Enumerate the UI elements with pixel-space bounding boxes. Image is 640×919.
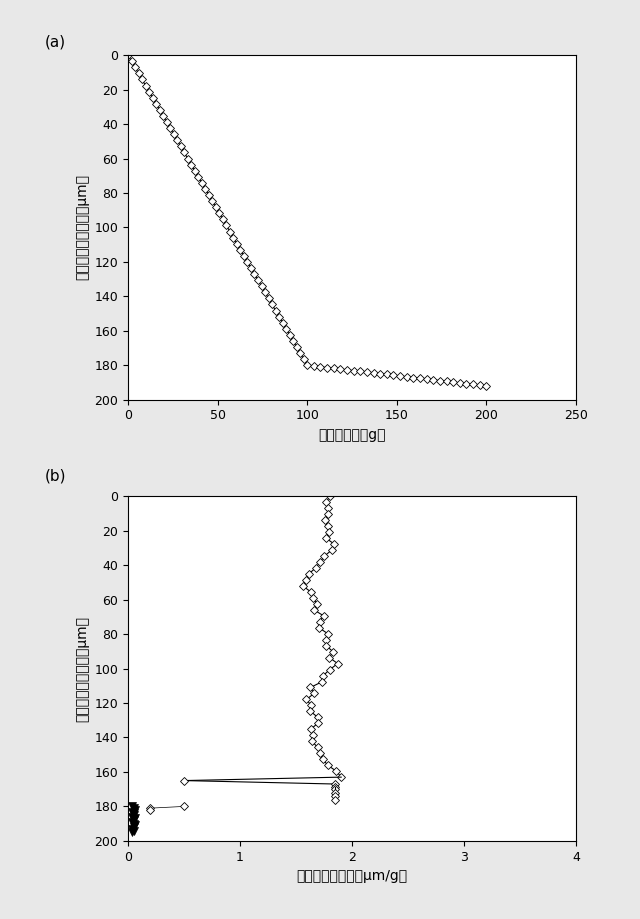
Y-axis label: エロージョン深さ［μm］: エロージョン深さ［μm］ xyxy=(75,175,89,280)
Text: (a): (a) xyxy=(45,35,66,50)
Y-axis label: エロージョン深さ［μm］: エロージョン深さ［μm］ xyxy=(75,616,89,721)
Text: (b): (b) xyxy=(45,469,67,483)
X-axis label: 投射粒子量［g］: 投射粒子量［g］ xyxy=(318,428,386,442)
X-axis label: エロージョン率［μm/g］: エロージョン率［μm/g］ xyxy=(296,869,408,883)
